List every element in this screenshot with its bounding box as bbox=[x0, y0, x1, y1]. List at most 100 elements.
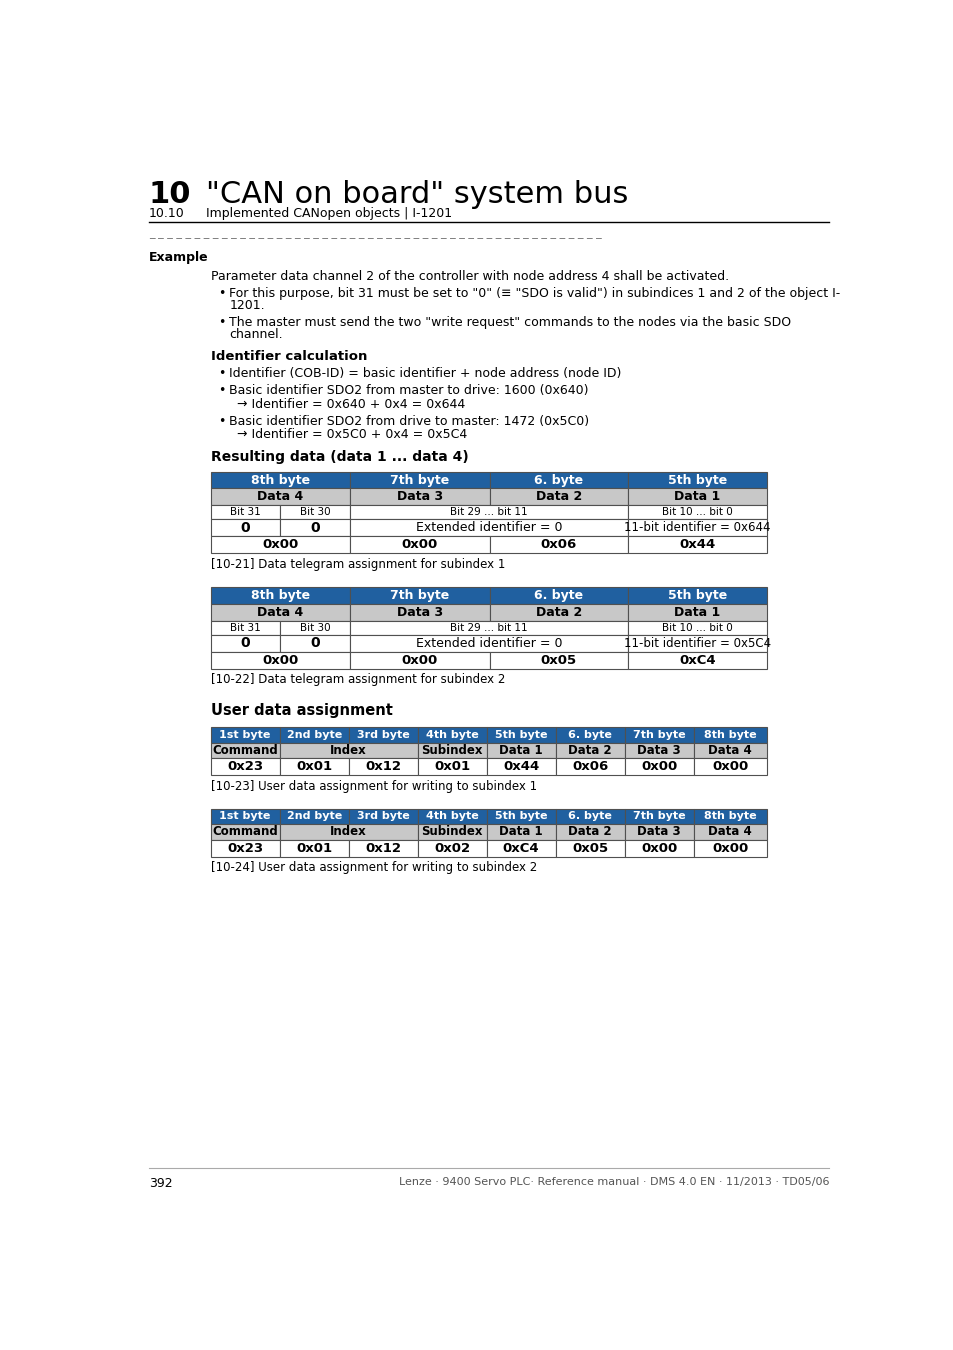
Text: Basic identifier SDO2 from drive to master: 1472 (0x5C0): Basic identifier SDO2 from drive to mast… bbox=[229, 414, 589, 428]
Text: Basic identifier SDO2 from master to drive: 1600 (0x640): Basic identifier SDO2 from master to dri… bbox=[229, 383, 588, 397]
Bar bbox=[350, 489, 489, 505]
Text: 7th byte: 7th byte bbox=[390, 589, 449, 602]
Text: 1201.: 1201. bbox=[229, 300, 265, 312]
Bar bbox=[348, 757, 417, 775]
Text: 0x23: 0x23 bbox=[227, 760, 263, 774]
Text: 10: 10 bbox=[149, 181, 191, 209]
Text: 7th byte: 7th byte bbox=[632, 730, 684, 740]
Text: 0: 0 bbox=[310, 636, 320, 651]
Text: Resulting data (data 1 ... data 4): Resulting data (data 1 ... data 4) bbox=[211, 450, 468, 464]
Text: 6. byte: 6. byte bbox=[534, 474, 582, 486]
Bar bbox=[279, 728, 348, 743]
Text: 4th byte: 4th byte bbox=[425, 811, 478, 822]
Text: User data assignment: User data assignment bbox=[211, 702, 393, 718]
Text: 11-bit identifier = 0x5C4: 11-bit identifier = 0x5C4 bbox=[623, 637, 770, 649]
Text: 0x12: 0x12 bbox=[365, 760, 400, 774]
Text: 0x00: 0x00 bbox=[712, 760, 748, 774]
Bar bbox=[627, 587, 766, 603]
Bar bbox=[555, 840, 624, 856]
Bar bbox=[280, 634, 350, 652]
Bar bbox=[211, 825, 279, 840]
Bar bbox=[555, 825, 624, 840]
Text: Command: Command bbox=[213, 825, 277, 838]
Bar bbox=[211, 728, 279, 743]
Text: Identifier calculation: Identifier calculation bbox=[211, 350, 367, 363]
Text: Data 4: Data 4 bbox=[708, 825, 751, 838]
Text: Data 1: Data 1 bbox=[498, 744, 542, 757]
Text: 11-bit identifier = 0x644: 11-bit identifier = 0x644 bbox=[623, 521, 770, 535]
Text: The master must send the two "write request" commands to the nodes via the basic: The master must send the two "write requ… bbox=[229, 316, 791, 329]
Bar bbox=[350, 652, 489, 668]
Text: 0x00: 0x00 bbox=[640, 760, 677, 774]
Bar bbox=[279, 809, 348, 825]
Bar bbox=[693, 757, 766, 775]
Text: Subindex: Subindex bbox=[421, 744, 482, 757]
Text: Index: Index bbox=[330, 744, 367, 757]
Bar bbox=[417, 809, 486, 825]
Bar bbox=[627, 489, 766, 505]
Bar bbox=[211, 520, 280, 536]
Text: _ _ _ _ _ _ _ _ _ _ _ _ _ _ _ _ _ _ _ _ _ _ _ _ _ _ _ _ _ _ _ _ _ _ _ _ _ _ _ _ : _ _ _ _ _ _ _ _ _ _ _ _ _ _ _ _ _ _ _ _ … bbox=[149, 228, 604, 238]
Text: 7th byte: 7th byte bbox=[390, 474, 449, 486]
Text: 392: 392 bbox=[149, 1177, 172, 1189]
Bar bbox=[693, 743, 766, 757]
Bar bbox=[486, 757, 555, 775]
Bar bbox=[211, 652, 350, 668]
Text: 0x06: 0x06 bbox=[540, 539, 577, 551]
Bar bbox=[211, 621, 280, 634]
Bar bbox=[489, 652, 627, 668]
Bar bbox=[348, 728, 417, 743]
Text: Data 1: Data 1 bbox=[674, 606, 720, 618]
Text: 5th byte: 5th byte bbox=[495, 811, 547, 822]
Text: 0x23: 0x23 bbox=[227, 841, 263, 855]
Bar bbox=[211, 809, 279, 825]
Bar bbox=[555, 743, 624, 757]
Bar bbox=[486, 728, 555, 743]
Text: Data 4: Data 4 bbox=[708, 744, 751, 757]
Bar bbox=[279, 757, 348, 775]
Text: •: • bbox=[218, 286, 226, 300]
Text: 0x02: 0x02 bbox=[434, 841, 470, 855]
Text: Data 3: Data 3 bbox=[637, 825, 680, 838]
Bar bbox=[624, 809, 693, 825]
Text: channel.: channel. bbox=[229, 328, 283, 342]
Text: 0x44: 0x44 bbox=[502, 760, 538, 774]
Text: Data 1: Data 1 bbox=[498, 825, 542, 838]
Bar bbox=[417, 743, 486, 757]
Bar bbox=[489, 587, 627, 603]
Text: Extended identifier = 0: Extended identifier = 0 bbox=[416, 521, 561, 535]
Bar bbox=[280, 520, 350, 536]
Text: Example: Example bbox=[149, 251, 208, 265]
Text: Data 2: Data 2 bbox=[535, 490, 581, 504]
Text: 1st byte: 1st byte bbox=[219, 730, 271, 740]
Bar bbox=[211, 536, 350, 554]
Bar bbox=[693, 825, 766, 840]
Bar bbox=[211, 757, 279, 775]
Text: Bit 29 ... bit 11: Bit 29 ... bit 11 bbox=[450, 508, 527, 517]
Bar bbox=[624, 825, 693, 840]
Text: Parameter data channel 2 of the controller with node address 4 shall be activate: Parameter data channel 2 of the controll… bbox=[211, 270, 728, 282]
Text: 0x12: 0x12 bbox=[365, 841, 400, 855]
Bar bbox=[211, 471, 350, 489]
Text: Subindex: Subindex bbox=[421, 825, 482, 838]
Text: 4th byte: 4th byte bbox=[425, 730, 478, 740]
Text: Extended identifier = 0: Extended identifier = 0 bbox=[416, 637, 561, 649]
Text: 6. byte: 6. byte bbox=[568, 811, 612, 822]
Text: 6. byte: 6. byte bbox=[534, 589, 582, 602]
Bar bbox=[627, 621, 766, 634]
Text: 0xC4: 0xC4 bbox=[679, 653, 715, 667]
Bar bbox=[211, 505, 280, 520]
Text: 0x05: 0x05 bbox=[572, 841, 607, 855]
Text: 0: 0 bbox=[240, 636, 250, 651]
Text: 0x06: 0x06 bbox=[572, 760, 608, 774]
Bar bbox=[693, 809, 766, 825]
Text: Data 3: Data 3 bbox=[396, 606, 442, 618]
Text: •: • bbox=[218, 367, 226, 379]
Text: •: • bbox=[218, 383, 226, 397]
Bar bbox=[489, 536, 627, 554]
Text: Lenze · 9400 Servo PLC· Reference manual · DMS 4.0 EN · 11/2013 · TD05/06: Lenze · 9400 Servo PLC· Reference manual… bbox=[398, 1177, 828, 1187]
Text: Data 2: Data 2 bbox=[568, 825, 611, 838]
Text: Data 4: Data 4 bbox=[257, 490, 303, 504]
Bar bbox=[417, 757, 486, 775]
Text: Bit 29 ... bit 11: Bit 29 ... bit 11 bbox=[450, 622, 527, 633]
